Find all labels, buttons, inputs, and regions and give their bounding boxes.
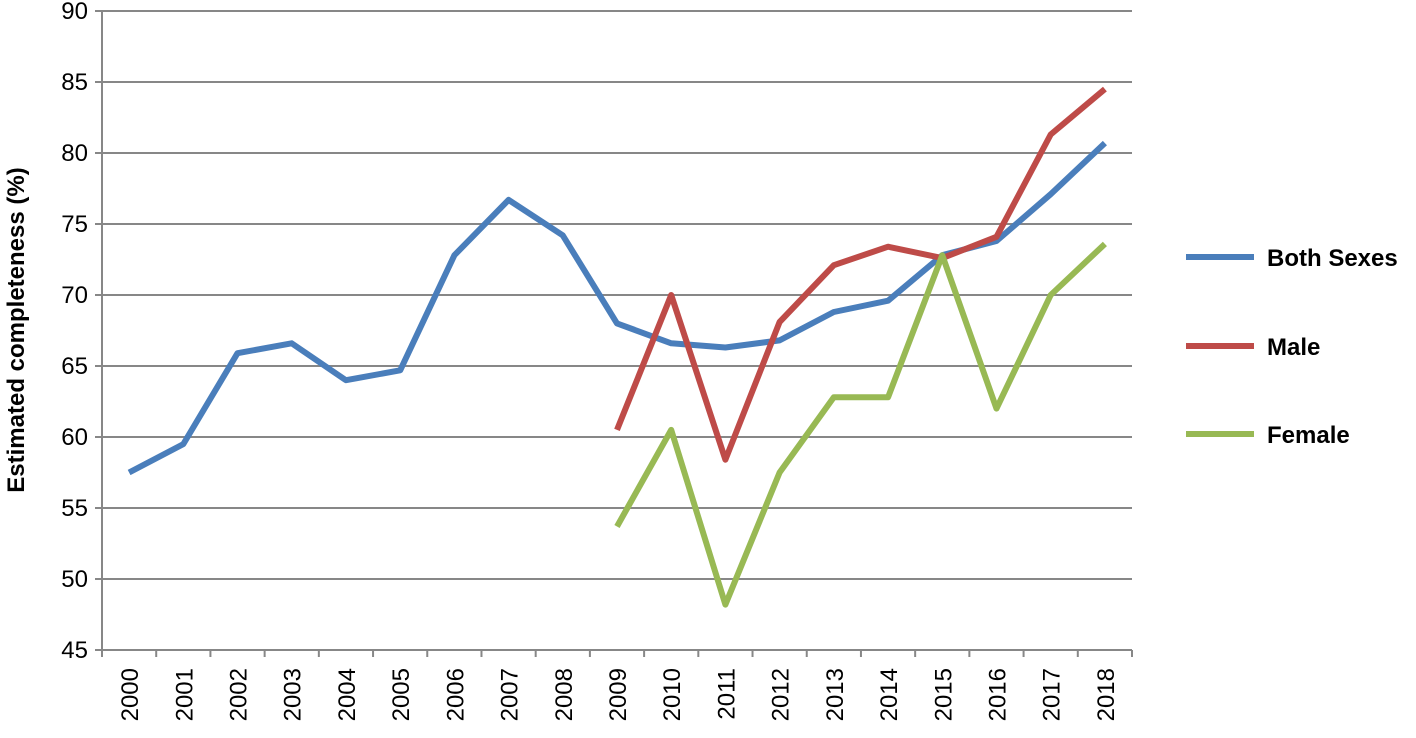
y-tick-label: 70 (61, 282, 88, 309)
gridlines (102, 10, 1132, 580)
y-tick-label: 85 (61, 69, 88, 96)
x-tick-label: 2017 (1039, 668, 1066, 721)
x-tick-label: 2001 (171, 668, 198, 721)
y-axis-title: Estimated completeness (%) (3, 167, 30, 492)
axes (95, 10, 1133, 657)
x-tick-label: 2006 (442, 668, 469, 721)
x-tick-label: 2010 (659, 668, 686, 721)
legend-label: Male (1267, 334, 1320, 361)
y-tick-label: 60 (61, 424, 88, 451)
series-line-2 (614, 241, 1107, 608)
legend: Both Sexes Male Female (1186, 245, 1398, 449)
legend-label: Female (1267, 422, 1350, 449)
x-tick-label: 2008 (551, 668, 578, 721)
x-tick-label: 2016 (984, 668, 1011, 721)
y-tick-label: 45 (61, 637, 88, 664)
series-line-1 (614, 86, 1107, 463)
x-tick-label: 2004 (334, 668, 361, 721)
y-tick-label: 80 (61, 140, 88, 167)
x-tick-label: 2015 (930, 668, 957, 721)
y-tick-label: 55 (61, 495, 88, 522)
x-tick-label: 2000 (117, 668, 144, 721)
x-tick-label: 2005 (388, 668, 415, 721)
series-lines (127, 86, 1107, 608)
x-tick-label: 2012 (768, 668, 795, 721)
y-tick-label: 90 (61, 0, 88, 25)
x-tick-labels: 2000 2001 2002 2003 2004 2005 2006 2007 2008 2009… (117, 668, 1120, 721)
x-tick-label: 2014 (876, 668, 903, 721)
x-tick-label: 2013 (822, 668, 849, 721)
x-tick-label: 2002 (226, 668, 253, 721)
x-tick-label: 2018 (1093, 668, 1120, 721)
x-tick-label: 2007 (497, 668, 524, 721)
y-tick-label: 50 (61, 566, 88, 593)
y-tick-label: 75 (61, 211, 88, 238)
y-tick-labels: 45 50 55 60 65 70 75 80 85 90 (61, 0, 88, 664)
x-tick-label: 2009 (605, 668, 632, 721)
y-tick-label: 65 (61, 353, 88, 380)
legend-label: Both Sexes (1267, 245, 1398, 272)
x-tick-label: 2003 (280, 668, 307, 721)
x-tick-label: 2011 (713, 668, 740, 720)
